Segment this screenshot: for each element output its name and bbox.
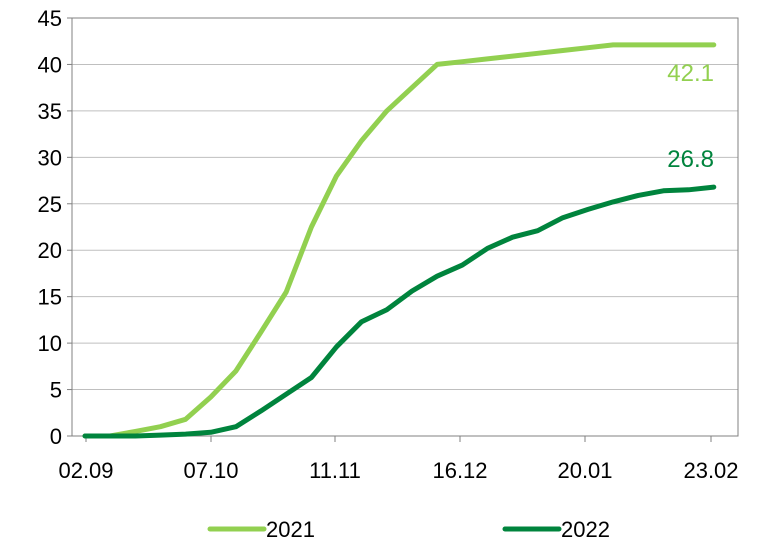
y-axis-ticks: 0 5 10 15 20 25 30 35 40 45 [38, 6, 72, 449]
x-tick-label-3: 16.12 [432, 458, 487, 483]
end-label-2022: 26.8 [667, 146, 714, 173]
legend-label-2021: 2021 [266, 517, 315, 542]
plot-frame [71, 17, 739, 437]
x-axis-ticks: 02.09 07.10 11.11 16.12 20.01 23.02 [58, 436, 739, 483]
x-tick-label-2: 11.11 [309, 458, 361, 483]
y-tick-label-4: 20 [38, 238, 62, 263]
gridlines [72, 63, 738, 391]
series-line-2022 [82, 184, 717, 439]
y-tick-label-5: 25 [38, 192, 62, 217]
legend: 2021 2022 [207, 517, 610, 542]
x-tick-label-4: 20.01 [557, 458, 612, 483]
legend-label-2022: 2022 [561, 517, 610, 542]
y-tick-label-9: 45 [38, 6, 62, 31]
y-tick-label-1: 5 [50, 378, 62, 403]
x-tick-label-0: 02.09 [58, 458, 113, 483]
end-labels: 42.1 26.8 [667, 60, 714, 173]
x-tick-label-1: 07.10 [183, 458, 238, 483]
series-line-2021 [82, 42, 717, 439]
y-tick-label-0: 0 [50, 424, 62, 449]
y-tick-label-3: 15 [38, 285, 62, 310]
end-label-2021: 42.1 [667, 60, 714, 87]
x-tick-label-5: 23.02 [683, 458, 738, 483]
y-tick-label-2: 10 [38, 331, 62, 356]
y-tick-label-6: 30 [38, 145, 62, 170]
y-tick-label-8: 40 [38, 52, 62, 77]
series-lines [82, 42, 717, 439]
y-tick-label-7: 35 [38, 99, 62, 124]
